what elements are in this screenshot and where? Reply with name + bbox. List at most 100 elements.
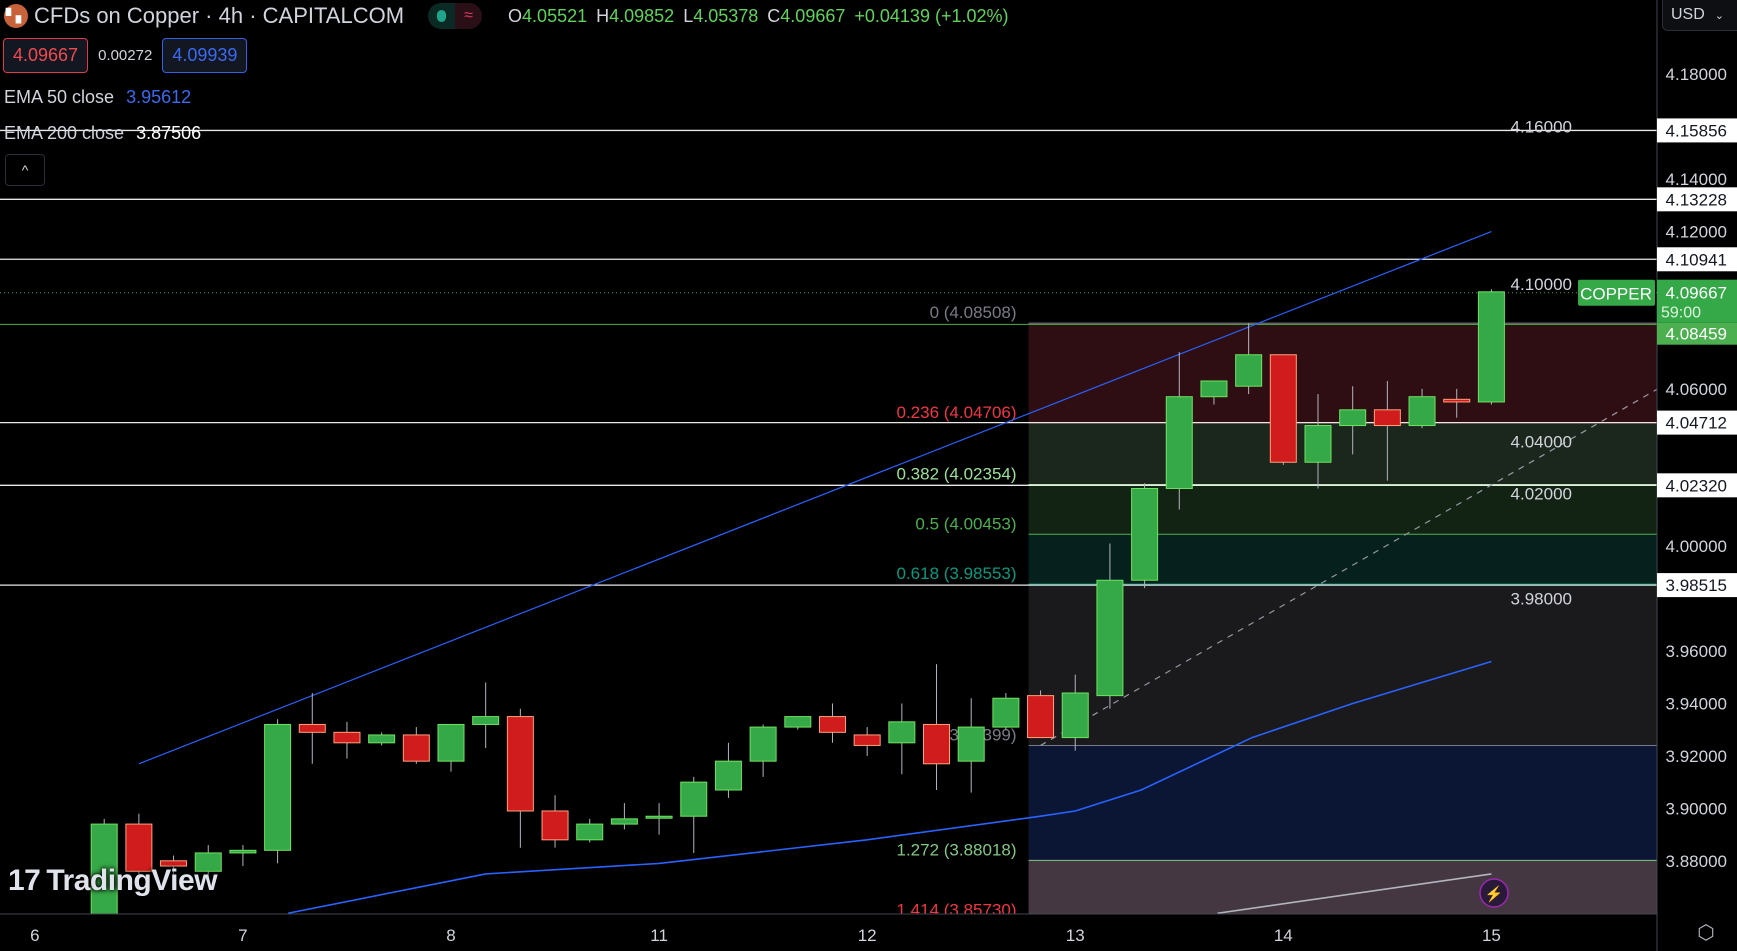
candle — [160, 855, 188, 877]
candle — [853, 727, 881, 756]
symbol-tag-label: COPPER — [1580, 285, 1652, 304]
level-price-label-bg — [1657, 410, 1737, 435]
market-status-pill[interactable]: ≈ — [428, 3, 483, 29]
candle-body — [576, 823, 604, 841]
tradingview-watermark: 17 TradingView — [8, 864, 218, 898]
price-axis-tick: 4.12000 — [1666, 223, 1727, 242]
candle — [714, 742, 742, 798]
plot-area: 0 (4.08508) 0.236 (4.04706) 0.382 (4.02354… — [0, 118, 1657, 914]
ema50-line — [287, 660, 1492, 914]
candle — [298, 692, 326, 764]
candle-body — [610, 818, 638, 825]
symbol-header: ▘▖ CFDs on Copper · 4h · CAPITALCOM ≈ O4… — [4, 2, 1009, 30]
fib-zone-1 — [1028, 745, 1657, 861]
chevron-down-icon: ⌄ — [1714, 9, 1724, 22]
candle-body — [264, 723, 292, 851]
candle — [368, 732, 396, 746]
candle — [818, 703, 846, 743]
candle — [1373, 380, 1401, 481]
price-axis-tick: 4.14000 — [1666, 170, 1727, 189]
candle-body — [749, 726, 777, 762]
candle — [229, 845, 257, 867]
support-price-label-bg — [1657, 322, 1737, 345]
ema200-legend[interactable]: EMA 200 close 3.87506 — [4, 123, 201, 144]
candle-body — [957, 726, 985, 762]
price-axis-tick: 3.96000 — [1666, 642, 1727, 661]
current-price-tag-bg — [1657, 279, 1737, 323]
candle-body — [1477, 291, 1505, 403]
time-axis-label: 14 — [1274, 926, 1293, 945]
symbol-tag-bg — [1578, 279, 1655, 306]
price-axis-tick: 3.92000 — [1666, 747, 1727, 766]
price-axis-tick: 3.98000 — [1511, 590, 1572, 609]
candle-body — [333, 731, 361, 744]
ema50-legend[interactable]: EMA 50 close 3.95612 — [4, 87, 191, 108]
ema50-value: 3.95612 — [126, 87, 192, 107]
time-axis-label: 11 — [650, 926, 668, 945]
ema200-value: 3.87506 — [136, 123, 202, 143]
candle — [194, 845, 222, 882]
level-price-label-bg — [1657, 187, 1737, 212]
bar-countdown-label: 59:00 — [1661, 305, 1701, 322]
price-axis-tick: 3.94000 — [1666, 694, 1727, 713]
open-value: 4.05521 — [522, 5, 588, 26]
candle — [264, 719, 292, 864]
candle — [1477, 289, 1505, 405]
candle — [437, 723, 465, 772]
time-axis-label: 6 — [30, 926, 39, 945]
market-open-dot-icon — [437, 10, 447, 22]
fib-zone-1.272 — [1028, 860, 1657, 914]
chevron-up-icon: ^ — [21, 162, 29, 178]
candle-body — [1373, 409, 1401, 427]
currency-dropdown[interactable]: USD ⌄ — [1662, 0, 1737, 31]
candle — [402, 727, 430, 764]
candle — [333, 721, 361, 759]
close-label: C — [767, 5, 781, 26]
currency-label: USD — [1671, 6, 1705, 23]
time-axis-label: 13 — [1066, 926, 1085, 945]
candle — [749, 724, 777, 777]
fib-level-label: 0.5 (4.00453) — [915, 514, 1016, 533]
candle-body — [784, 716, 812, 728]
candle-body — [1200, 380, 1228, 398]
close-value: 4.09667 — [780, 5, 846, 26]
candle — [1131, 483, 1159, 589]
candle — [680, 776, 708, 853]
sell-button[interactable]: 4.09667 — [3, 38, 89, 73]
candle — [1235, 323, 1263, 395]
level-price-label-bg — [1657, 573, 1737, 598]
candle — [957, 698, 985, 793]
chart-settings-icon[interactable]: ⬡ — [1697, 922, 1715, 944]
open-label: O — [508, 5, 523, 26]
price-axis-tick: 4.02000 — [1511, 485, 1572, 504]
capitalcom-logo-icon: ▘▖ — [4, 4, 28, 28]
lightning-icon[interactable]: ⚡ — [1479, 878, 1509, 908]
level-price-label: 4.13228 — [1666, 190, 1727, 209]
level-price-label: 4.10941 — [1666, 250, 1727, 269]
collapse-legend-button[interactable]: ^ — [5, 154, 45, 186]
price-axis-tick: 4.16000 — [1511, 118, 1572, 137]
change-value: +0.04139 (+1.02%) — [854, 5, 1009, 26]
candle-body — [368, 734, 396, 744]
candle-body — [1061, 692, 1089, 739]
trade-buttons: 4.09667 0.00272 4.09939 — [3, 38, 248, 73]
candle — [1443, 388, 1471, 418]
candle — [1408, 388, 1436, 429]
candle-body — [645, 815, 673, 819]
fib-zone-0.618 — [1028, 584, 1657, 746]
candle-body — [992, 697, 1020, 728]
fib-level-label: 0.236 (4.04706) — [897, 403, 1017, 422]
fib-zone-0.236 — [1028, 422, 1657, 485]
candle — [125, 813, 153, 880]
symbol-title[interactable]: CFDs on Copper · 4h · CAPITALCOM — [34, 3, 405, 28]
fib-zone-0 — [1028, 323, 1657, 423]
candle-body — [1165, 396, 1193, 489]
fib-level-label: 1.272 (3.88018) — [897, 840, 1017, 859]
price-axis-tick: 4.18000 — [1666, 65, 1727, 84]
lightning-glyph: ⚡ — [1485, 885, 1504, 903]
candle — [610, 803, 638, 830]
time-axis-label: 8 — [446, 926, 455, 945]
candle-body — [923, 723, 951, 765]
buy-button[interactable]: 4.09939 — [162, 38, 248, 73]
